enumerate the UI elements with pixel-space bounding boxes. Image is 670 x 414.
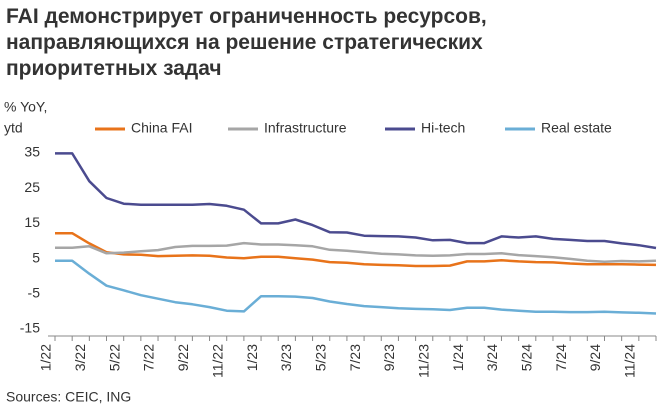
x-tick-label: 3/23 bbox=[278, 344, 294, 371]
series-line bbox=[55, 259, 657, 315]
y-tick-label: -15 bbox=[20, 320, 40, 336]
legend-label: Real estate bbox=[541, 120, 612, 136]
y-tick-label: 5 bbox=[32, 249, 40, 265]
series-line bbox=[55, 241, 657, 263]
x-tick-label: 7/24 bbox=[553, 344, 569, 371]
x-tick-label: 9/23 bbox=[381, 344, 397, 371]
y-tick-label: 35 bbox=[24, 144, 40, 160]
x-tick-label: 11/22 bbox=[209, 344, 225, 378]
x-tick-label: 5/24 bbox=[519, 344, 535, 371]
series-line bbox=[55, 152, 657, 250]
x-tick-label: 3/22 bbox=[72, 344, 88, 371]
y-tick-label: 15 bbox=[24, 214, 40, 230]
y-axis-label: ytd bbox=[4, 120, 23, 136]
y-axis-label: % YoY, bbox=[4, 99, 47, 115]
series-line bbox=[55, 231, 657, 268]
chart-title: FAI демонстрирует ограниченность ресурсо… bbox=[6, 5, 487, 80]
x-tick-label: 9/24 bbox=[587, 344, 603, 371]
x-tick-label: 3/24 bbox=[484, 344, 500, 371]
source: Sources: CEIC, ING bbox=[6, 389, 131, 405]
x-tick-label: 1/22 bbox=[38, 344, 54, 371]
x-tick-label: 5/23 bbox=[312, 344, 328, 371]
x-tick-label: 7/23 bbox=[347, 344, 363, 371]
legend-label: Hi-tech bbox=[421, 120, 465, 136]
x-tick-label: 1/24 bbox=[450, 344, 466, 371]
x-tick-label: 7/22 bbox=[141, 344, 157, 371]
x-tick-label: 11/23 bbox=[415, 344, 431, 378]
y-tick-label: 25 bbox=[24, 179, 40, 195]
legend-label: China FAI bbox=[131, 120, 192, 136]
y-tick-label: -5 bbox=[28, 284, 41, 300]
legend-label: Infrastructure bbox=[264, 120, 347, 136]
x-tick-label: 9/22 bbox=[175, 344, 191, 371]
x-tick-label: 5/22 bbox=[106, 344, 122, 371]
x-tick-label: 1/23 bbox=[244, 344, 260, 371]
x-tick-label: 11/24 bbox=[622, 344, 638, 378]
